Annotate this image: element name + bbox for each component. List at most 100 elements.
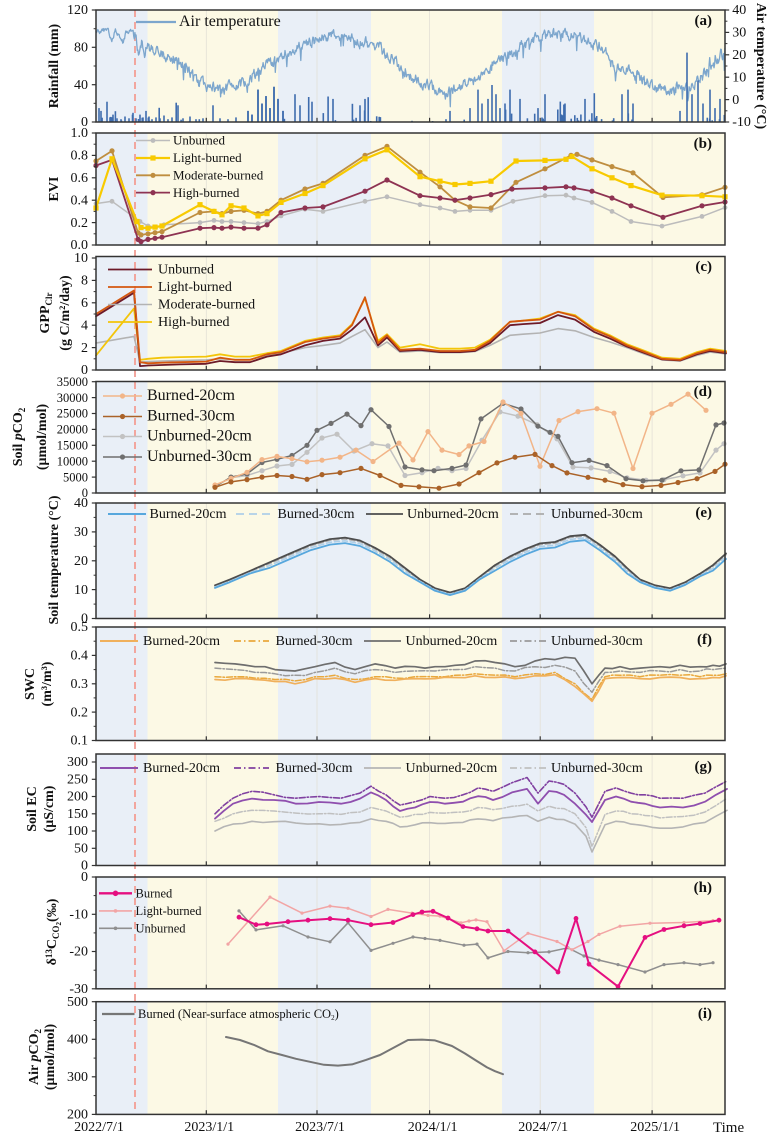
svg-text:Burned-30cm: Burned-30cm (147, 408, 236, 425)
svg-text:2023/1/1: 2023/1/1 (184, 1120, 234, 1135)
svg-text:10000: 10000 (57, 454, 88, 468)
svg-text:20: 20 (74, 554, 88, 569)
svg-text:Unburned-20cm: Unburned-20cm (407, 507, 499, 522)
svg-text:300: 300 (67, 1070, 88, 1085)
svg-text:8: 8 (81, 274, 88, 289)
svg-text:0: 0 (81, 612, 88, 627)
svg-text:20: 20 (732, 48, 746, 63)
svg-text:0.5: 0.5 (71, 620, 89, 635)
svg-text:0.2: 0.2 (71, 705, 89, 720)
svg-text:2024/1/1: 2024/1/1 (408, 1120, 458, 1135)
svg-text:2025/1/1: 2025/1/1 (630, 1120, 680, 1135)
svg-text:(c): (c) (695, 259, 712, 275)
svg-text:300: 300 (67, 755, 88, 770)
svg-text:Unburned-20cm: Unburned-20cm (147, 428, 252, 445)
svg-text:4: 4 (81, 318, 88, 333)
svg-text:-10: -10 (732, 115, 751, 130)
svg-text:0.6: 0.6 (71, 171, 89, 186)
svg-text:0.0: 0.0 (71, 238, 89, 253)
svg-text:80: 80 (74, 41, 88, 56)
svg-text:Unburned-30cm: Unburned-30cm (551, 634, 643, 649)
svg-text:-10: -10 (69, 908, 88, 923)
svg-text:(μmol/mol): (μmol/mol) (35, 404, 50, 471)
svg-text:Air temperature (°C): Air temperature (°C) (753, 3, 768, 130)
svg-text:Unburned: Unburned (136, 922, 187, 936)
svg-text:High-burned: High-burned (173, 185, 240, 200)
svg-text:40: 40 (74, 496, 88, 511)
svg-text:Air pCO2: Air pCO2 (27, 1029, 43, 1085)
svg-text:0: 0 (81, 870, 88, 885)
svg-text:40: 40 (732, 3, 746, 18)
svg-text:200: 200 (67, 1108, 88, 1123)
svg-text:Burned-20cm: Burned-20cm (147, 387, 236, 404)
svg-text:(i): (i) (698, 1006, 712, 1022)
svg-text:Burned: Burned (136, 887, 174, 901)
svg-text:(g C/m²/day): (g C/m²/day) (58, 275, 73, 351)
svg-text:0.3: 0.3 (71, 677, 89, 692)
svg-text:10: 10 (74, 251, 88, 266)
svg-text:Rainfall (mm): Rainfall (mm) (47, 23, 62, 108)
svg-text:0: 0 (81, 859, 88, 874)
svg-text:Soil pCO2: Soil pCO2 (11, 407, 27, 466)
svg-text:Light-burned: Light-burned (136, 904, 203, 918)
svg-text:Unburned: Unburned (158, 263, 214, 278)
svg-text:0.2: 0.2 (71, 216, 89, 231)
svg-text:200: 200 (67, 790, 88, 805)
svg-text:10: 10 (732, 70, 746, 85)
svg-text:0.8: 0.8 (71, 149, 89, 164)
svg-text:Air temperature: Air temperature (179, 13, 281, 30)
svg-text:Unburned-30cm: Unburned-30cm (551, 761, 643, 776)
svg-text:(d): (d) (694, 384, 712, 400)
svg-text:GPPClr: GPPClr (38, 293, 54, 334)
svg-text:500: 500 (67, 995, 88, 1010)
svg-text:Burned-30cm: Burned-30cm (278, 507, 355, 522)
svg-text:Burned-20cm: Burned-20cm (143, 761, 220, 776)
svg-text:Light-burned: Light-burned (158, 280, 232, 295)
svg-text:250: 250 (67, 773, 88, 788)
svg-text:Soil temperature (°C): Soil temperature (°C) (47, 495, 62, 624)
svg-text:40: 40 (74, 78, 88, 93)
svg-text:(g): (g) (695, 759, 713, 775)
svg-text:Burned (Near-surface atmospher: Burned (Near-surface atmospheric CO2) (138, 1007, 339, 1022)
svg-text:(a): (a) (695, 13, 713, 29)
svg-text:400: 400 (67, 1033, 88, 1048)
svg-text:(μS/cm): (μS/cm) (42, 785, 57, 832)
svg-text:0.4: 0.4 (71, 649, 89, 664)
svg-text:35000: 35000 (57, 375, 88, 389)
svg-text:0.1: 0.1 (71, 734, 89, 749)
svg-text:100: 100 (67, 824, 88, 839)
svg-text:Moderate-burned: Moderate-burned (158, 298, 255, 313)
svg-text:Burned-20cm: Burned-20cm (143, 634, 220, 649)
svg-text:120: 120 (67, 3, 88, 18)
svg-text:2024/7/1: 2024/7/1 (518, 1120, 568, 1135)
svg-text:(f): (f) (697, 632, 712, 648)
svg-text:0.4: 0.4 (71, 193, 89, 208)
svg-text:0: 0 (81, 363, 88, 378)
svg-text:Unburned-30cm: Unburned-30cm (147, 448, 252, 465)
svg-text:5000: 5000 (63, 470, 88, 484)
svg-text:50: 50 (74, 842, 88, 857)
svg-text:Time: Time (713, 1120, 744, 1136)
svg-text:Moderate-burned: Moderate-burned (173, 168, 264, 183)
svg-text:Soil EC: Soil EC (25, 786, 40, 832)
svg-text:0: 0 (82, 486, 88, 500)
svg-text:1.0: 1.0 (71, 126, 89, 141)
svg-text:Unburned-30cm: Unburned-30cm (551, 507, 643, 522)
svg-text:Burned-30cm: Burned-30cm (276, 634, 353, 649)
svg-text:30: 30 (732, 26, 746, 41)
svg-text:150: 150 (67, 807, 88, 822)
svg-text:(h): (h) (694, 880, 712, 896)
svg-text:0: 0 (81, 115, 88, 130)
svg-text:(μmol/mol): (μmol/mol) (43, 1024, 58, 1091)
svg-text:30: 30 (74, 525, 88, 540)
svg-text:High-burned: High-burned (158, 315, 230, 330)
svg-text:Burned-20cm: Burned-20cm (150, 507, 227, 522)
svg-text:-30: -30 (69, 982, 88, 997)
svg-text:2023/7/1: 2023/7/1 (295, 1120, 345, 1135)
svg-text:Unburned: Unburned (173, 133, 225, 148)
svg-text:Unburned-20cm: Unburned-20cm (406, 634, 498, 649)
svg-text:Burned-30cm: Burned-30cm (276, 761, 353, 776)
svg-text:6: 6 (81, 296, 88, 311)
svg-text:Light-burned: Light-burned (173, 150, 242, 165)
svg-text:(b): (b) (694, 136, 712, 152)
